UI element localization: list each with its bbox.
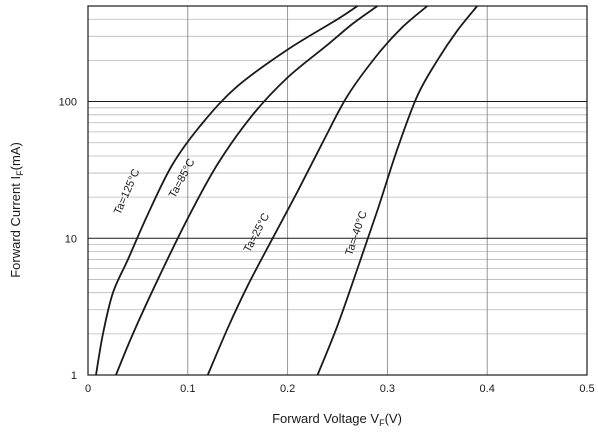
x-tick-label: 0.4	[480, 383, 495, 395]
x-tick-label: 0	[85, 383, 91, 395]
series-lines	[95, 5, 478, 376]
x-tick-labels: 0 0.1 0.2 0.3 0.4 0.5	[85, 383, 595, 395]
series-line	[115, 5, 378, 376]
x-axis-label: Forward Voltage VF(V)	[272, 411, 402, 428]
x-tick-label: 0.5	[579, 383, 594, 395]
x-tick-label: 0.1	[180, 383, 195, 395]
y-tick-label: 1	[71, 370, 77, 382]
y-tick-label: 100	[59, 97, 77, 109]
x-tick-label: 0.2	[280, 383, 295, 395]
y-tick-labels: 1 10 100	[59, 97, 77, 382]
plot-frame	[87, 5, 588, 376]
minor-gridlines	[87, 5, 588, 375]
x-tick-label: 0.3	[380, 383, 395, 395]
curve-label: Ta=85°C	[167, 157, 198, 200]
series-line	[206, 5, 428, 376]
curve-label: Ta=-40°C	[343, 209, 369, 257]
series-line	[95, 5, 358, 376]
y-axis-label: Forward Current IF(mA)	[8, 142, 25, 278]
series-line	[316, 5, 478, 376]
curve-label: Ta=125°C	[112, 167, 143, 216]
y-tick-label: 10	[65, 233, 77, 245]
